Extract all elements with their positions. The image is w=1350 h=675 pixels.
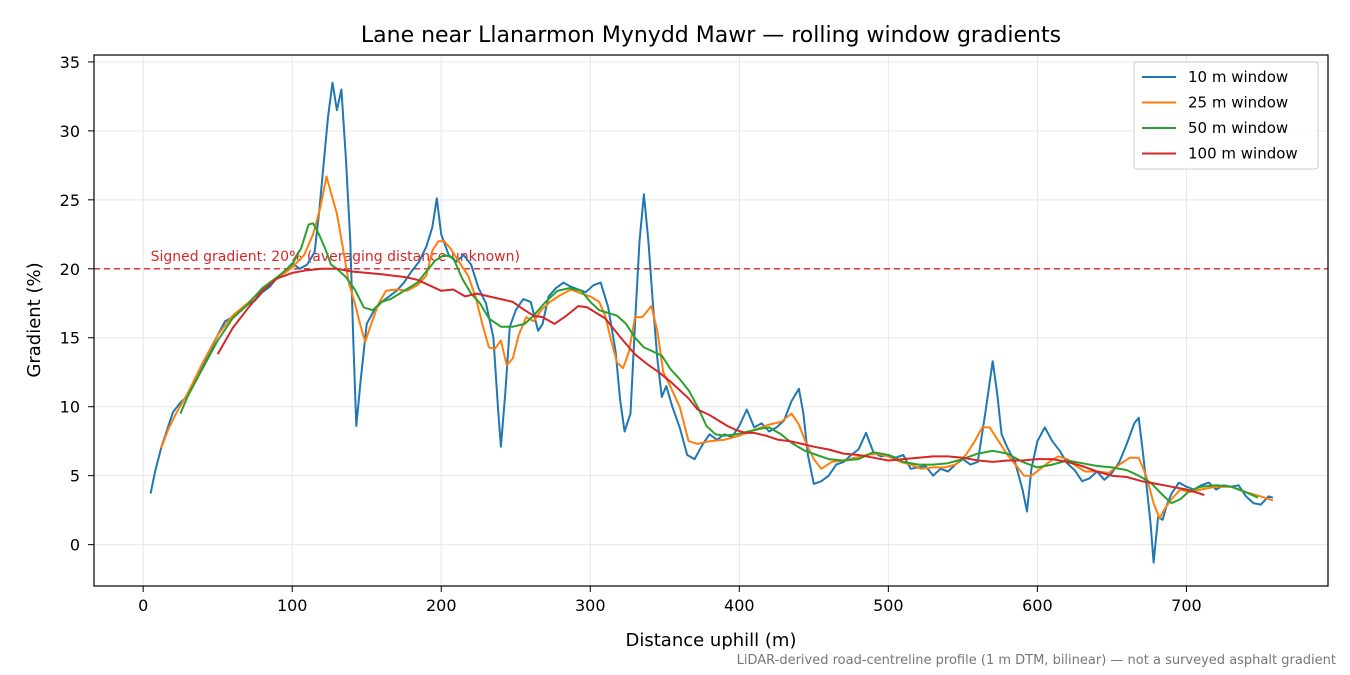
y-tick-label: 5 xyxy=(70,467,80,486)
series-lines xyxy=(149,81,1274,564)
x-tick-label: 600 xyxy=(1022,596,1053,615)
y-tick-label: 20 xyxy=(60,260,80,279)
axis-ticks: 0 100 200 300 400 500 600 700 0 5 10 15 20 25 30 35 xyxy=(60,53,1202,615)
legend-box xyxy=(1133,61,1319,170)
legend-label: 100 m window xyxy=(1188,145,1298,163)
y-tick-label: 0 xyxy=(70,536,80,555)
y-tick-label: 35 xyxy=(60,53,80,72)
legend: 10 m window 25 m window 50 m window 100 m w… xyxy=(1133,61,1319,170)
series-line-50-m-window xyxy=(179,222,1259,505)
x-tick-label: 700 xyxy=(1171,596,1202,615)
footnote: LiDAR-derived road-centreline profile (1… xyxy=(737,653,1336,668)
series-line-100-m-window xyxy=(216,267,1205,496)
x-axis-label: Distance uphill (m) xyxy=(626,630,797,651)
x-tick-label: 300 xyxy=(575,596,606,615)
plot-frame xyxy=(93,54,1329,587)
x-tick-label: 200 xyxy=(426,596,457,615)
y-axis-label: Gradient (%) xyxy=(24,262,45,377)
series-line-25-m-window xyxy=(160,175,1274,520)
legend-entries: 10 m window 25 m window 50 m window 100 m w… xyxy=(1142,68,1298,163)
x-tick-label: 400 xyxy=(724,596,755,615)
x-tick-label: 500 xyxy=(873,596,904,615)
y-tick-label: 25 xyxy=(60,191,80,210)
y-tick-label: 30 xyxy=(60,122,80,141)
series-line-10-m-window xyxy=(149,81,1274,564)
reference-line-label: Signed gradient: 20% (averaging distance… xyxy=(151,249,520,265)
x-tick-label: 0 xyxy=(138,596,148,615)
legend-label: 25 m window xyxy=(1188,94,1288,112)
chart-title: Lane near Llanarmon Mynydd Mawr — rollin… xyxy=(361,23,1061,48)
y-tick-label: 10 xyxy=(60,398,80,417)
legend-label: 10 m window xyxy=(1188,68,1288,86)
x-tick-label: 100 xyxy=(277,596,308,615)
y-tick-label: 15 xyxy=(60,329,80,348)
legend-label: 50 m window xyxy=(1188,119,1288,137)
